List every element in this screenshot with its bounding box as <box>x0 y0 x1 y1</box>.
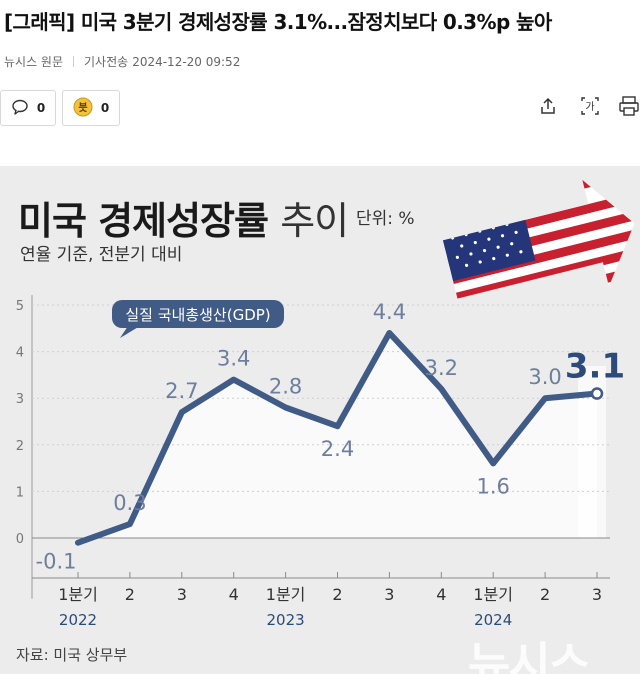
series-name-label: 실질 국내총생산(GDP) <box>125 306 270 324</box>
y-tick-label: 0 <box>16 532 24 547</box>
share-icon[interactable] <box>535 93 561 119</box>
data-label: 1.6 <box>476 474 509 498</box>
data-label: 0.3 <box>113 491 146 515</box>
translate-glyph: 가 <box>585 101 594 113</box>
article-headline: [그래픽] 미국 3분기 경제성장률 3.1%...잠정치보다 0.3%p 높아 <box>4 10 552 34</box>
x-tick-label: 4 <box>436 585 446 604</box>
year-label: 2023 <box>267 611 305 629</box>
data-label: 3.4 <box>217 347 250 371</box>
x-tick-label: 2 <box>125 585 135 604</box>
comment-button[interactable]: 0 <box>0 90 56 126</box>
year-label: 2024 <box>474 611 512 629</box>
x-tick-label: 1분기 <box>58 585 98 604</box>
graphic-subtitle: 연율 기준, 전분기 대비 <box>20 245 183 265</box>
y-tick-label: 1 <box>16 485 24 500</box>
y-tick-label: 5 <box>16 299 24 314</box>
x-tick-label: 4 <box>229 585 239 604</box>
data-label: 4.4 <box>373 300 406 324</box>
comment-icon <box>11 98 29 119</box>
reaction-icon: 븟 <box>73 97 93 120</box>
graphic-title-main: 미국 경제성장률 <box>18 199 269 243</box>
series-points <box>590 387 604 400</box>
series-callout: 실질 국내총생산(GDP) <box>112 300 284 338</box>
data-label: 3.1 <box>565 347 625 387</box>
graphic-title: 미국 경제성장률 추이 <box>18 190 349 245</box>
data-label: 3.0 <box>528 365 561 389</box>
y-tick-label: 3 <box>16 392 24 407</box>
reaction-count: 0 <box>100 101 110 115</box>
year-label: 2022 <box>59 611 97 629</box>
data-labels: -0.1 0.3 2.7 3.4 2.8 2.4 4.4 3.2 1.6 3.0 3.1 <box>36 300 626 574</box>
data-label: 2.8 <box>269 375 302 399</box>
us-flag-arrow-icon <box>436 170 640 323</box>
line-area-fill <box>78 333 597 543</box>
graphic-unit: 단위: % <box>356 209 415 229</box>
x-tick-label: 2 <box>540 585 550 604</box>
x-tick-label: 3 <box>592 585 602 604</box>
gdp-series-line <box>75 330 600 546</box>
x-tick-label: 1분기 <box>266 585 306 604</box>
gdp-line-chart: 0 1 2 3 4 5 1분기 2 3 4 1분기 2 3 4 1분기 2 3 2022 2023 2024 -0.… <box>16 170 640 629</box>
latest-point-marker <box>590 387 604 400</box>
comment-count: 0 <box>36 101 46 115</box>
translate-icon[interactable]: 가 <box>577 93 603 119</box>
print-icon[interactable] <box>616 93 640 119</box>
article-meta: 뉴시스 원문 기사전송 2024-12-20 09:52 <box>4 53 240 70</box>
x-tick-label: 3 <box>384 585 394 604</box>
data-label: 2.4 <box>321 437 354 461</box>
x-tick-label: 3 <box>177 585 187 604</box>
x-tick-label: 1분기 <box>473 585 513 604</box>
reaction-icon-glyph: 븟 <box>78 102 87 114</box>
y-tick-label: 4 <box>16 346 24 361</box>
x-axis: 1분기 2 3 4 1분기 2 3 4 1분기 2 3 2022 2023 2024 <box>32 572 610 629</box>
graphic-source: 자료: 미국 상무부 <box>16 646 128 664</box>
y-tick-label: 2 <box>16 439 24 454</box>
x-tick-label: 2 <box>332 585 342 604</box>
watermark-logo: 뉴시스 <box>468 637 591 674</box>
source-link[interactable]: 뉴시스 원문 <box>4 55 64 69</box>
infographic: 미국 경제성장률 추이 단위: % 연율 기준, 전분기 대비 <box>0 166 640 674</box>
graphic-title-suffix: 추이 <box>280 199 349 243</box>
meta-divider <box>73 56 75 67</box>
reaction-button[interactable]: 븟 0 <box>62 90 120 126</box>
data-label: 2.7 <box>165 379 198 403</box>
data-label: 3.2 <box>425 356 458 380</box>
timestamp: 2024-12-20 09:52 <box>132 54 241 69</box>
timestamp-label: 기사전송 <box>84 55 129 69</box>
data-label: -0.1 <box>36 550 77 574</box>
